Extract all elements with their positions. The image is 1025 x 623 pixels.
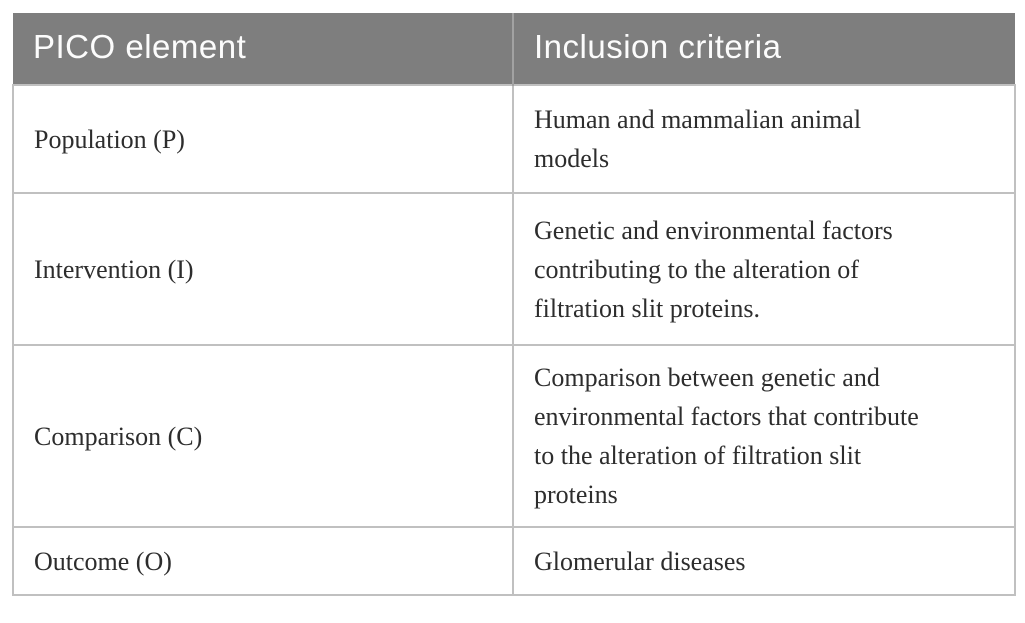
cell-comparison-criteria: Comparison between genetic and environme… [512,344,1016,528]
cell-population-label: Population (P) [12,84,514,194]
pico-table: PICO element Inclusion criteria Populati… [12,13,1016,596]
cell-intervention-criteria: Genetic and environmental factors contri… [512,192,1016,346]
header-row: PICO element Inclusion criteria [13,13,1015,85]
cell-outcome-label: Outcome (O) [12,526,514,596]
cell-outcome-criteria: Glomerular diseases [512,526,1016,596]
column-header-pico-element: PICO element [13,13,514,85]
table-row-population: Population (P) Human and mammalian anima… [12,84,1016,194]
cell-intervention-label: Intervention (I) [12,192,514,346]
column-header-inclusion-criteria: Inclusion criteria [513,13,1015,85]
table-row-intervention: Intervention (I) Genetic and environment… [12,192,1016,346]
table-row-outcome: Outcome (O) Glomerular diseases [12,526,1016,596]
page: PICO element Inclusion criteria Populati… [0,13,1025,623]
cell-population-criteria: Human and mammalian animal models [512,84,1016,194]
table-row-comparison: Comparison (C) Comparison between geneti… [12,344,1016,528]
cell-comparison-label: Comparison (C) [12,344,514,528]
